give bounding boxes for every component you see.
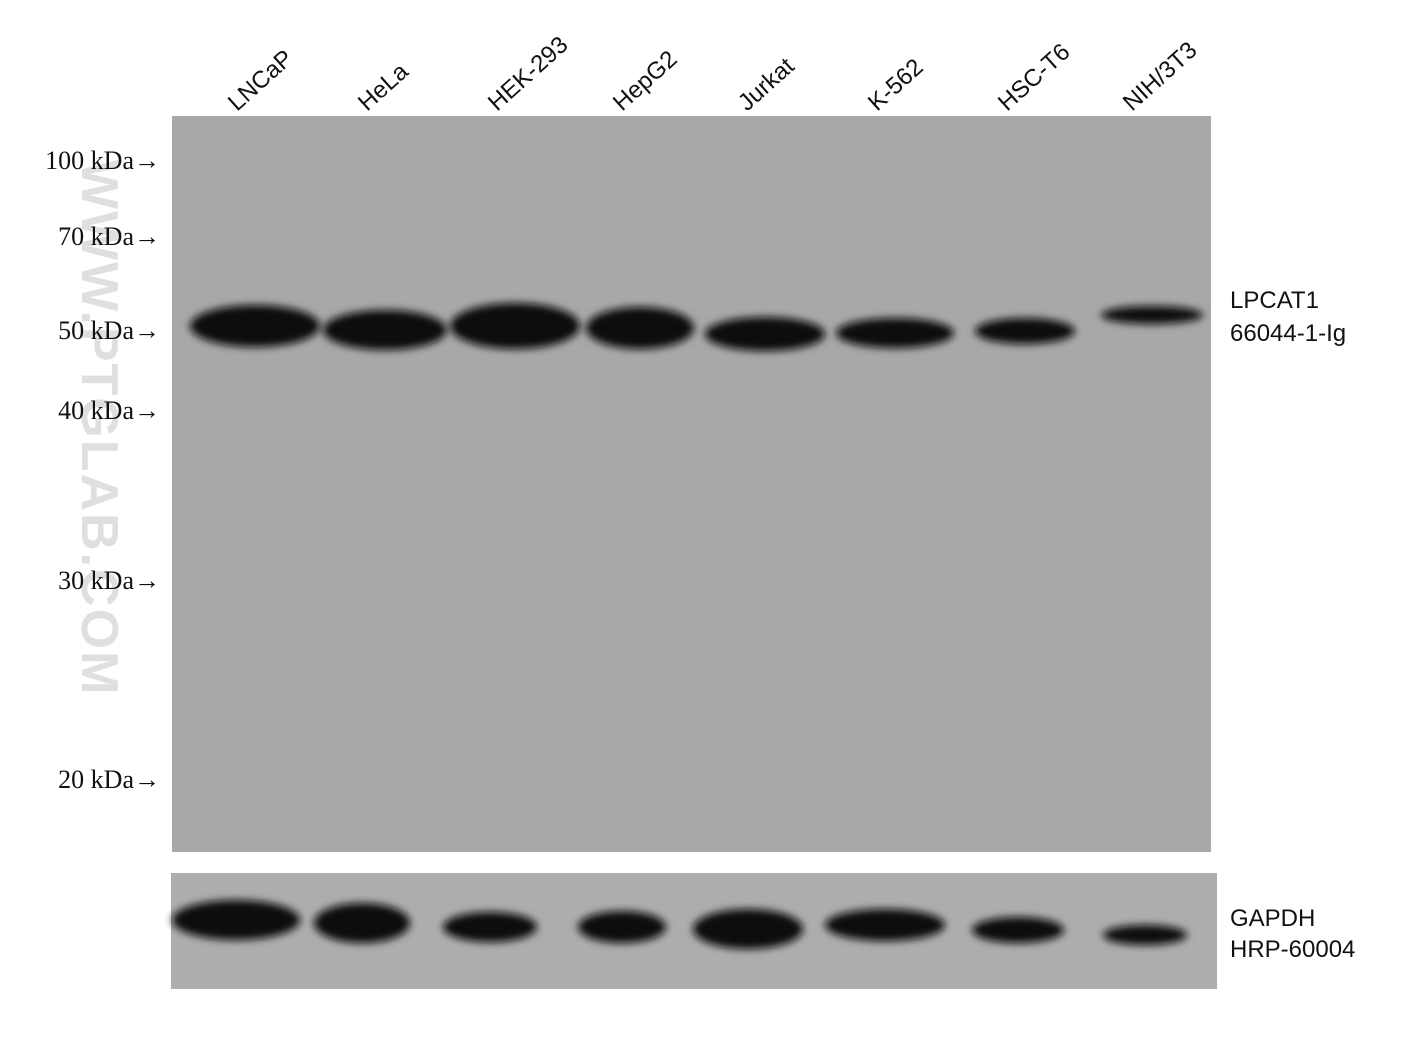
control-band: [825, 909, 945, 941]
marker-label: 20 kDa→: [58, 765, 160, 794]
band: [586, 307, 694, 349]
antibody-label: 66044-1-Ig: [1230, 320, 1346, 347]
lane-labels: LNCaP HeLa HEK-293 HepG2 Jurkat K-562 HSC-T6 NI…: [223, 31, 1202, 116]
band: [1101, 306, 1203, 324]
lane-label: HeLa: [353, 58, 414, 117]
lane-label: HSC-T6: [993, 38, 1075, 116]
marker-label: 50 kDa→: [58, 316, 160, 345]
band: [323, 310, 447, 350]
band: [190, 305, 320, 347]
band: [705, 317, 825, 351]
main-blot-membrane: [172, 116, 1211, 852]
bands: [172, 303, 1203, 949]
target-label: LPCAT1: [1230, 287, 1319, 314]
control-band: [578, 911, 666, 943]
lane-label: K-562: [863, 54, 929, 117]
control-band: [1103, 925, 1187, 945]
control-band: [314, 903, 410, 943]
marker-label: 70 kDa→: [58, 222, 160, 251]
marker-label: 30 kDa→: [58, 566, 160, 595]
lane-label: NIH/3T3: [1118, 37, 1202, 117]
marker-label: 100 kDa→: [45, 146, 160, 175]
control-band: [972, 917, 1064, 943]
lane-label: LNCaP: [223, 45, 299, 117]
control-antibody-label: HRP-60004: [1230, 936, 1355, 963]
band: [975, 318, 1075, 344]
control-band: [172, 900, 300, 940]
control-target-label: GAPDH: [1230, 905, 1315, 932]
lane-label: Jurkat: [733, 52, 800, 116]
band: [836, 318, 954, 348]
watermark: WWW.PTGLAB.COM: [70, 160, 128, 696]
lane-label: HEK-293: [483, 31, 573, 116]
marker-labels: 100 kDa→ 70 kDa→ 50 kDa→ 40 kDa→ 30 kDa→ 20 k…: [45, 146, 160, 794]
band: [450, 303, 580, 349]
marker-label: 40 kDa→: [58, 396, 160, 425]
control-band: [443, 912, 537, 942]
control-band: [693, 909, 803, 949]
lane-label: HepG2: [608, 46, 683, 117]
